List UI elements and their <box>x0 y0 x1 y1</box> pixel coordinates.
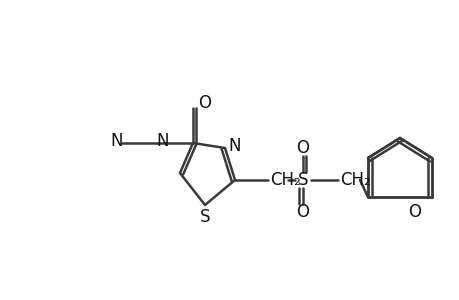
Text: O: O <box>408 203 420 221</box>
Text: O: O <box>198 94 211 112</box>
Text: CH₂: CH₂ <box>269 171 300 189</box>
Text: N: N <box>111 132 123 150</box>
Text: N: N <box>157 132 169 150</box>
Text: O: O <box>296 139 309 157</box>
Text: N: N <box>228 137 241 155</box>
Text: O: O <box>296 203 309 221</box>
Text: CH₂: CH₂ <box>339 171 370 189</box>
Text: S: S <box>297 171 308 189</box>
Text: S: S <box>199 208 210 226</box>
